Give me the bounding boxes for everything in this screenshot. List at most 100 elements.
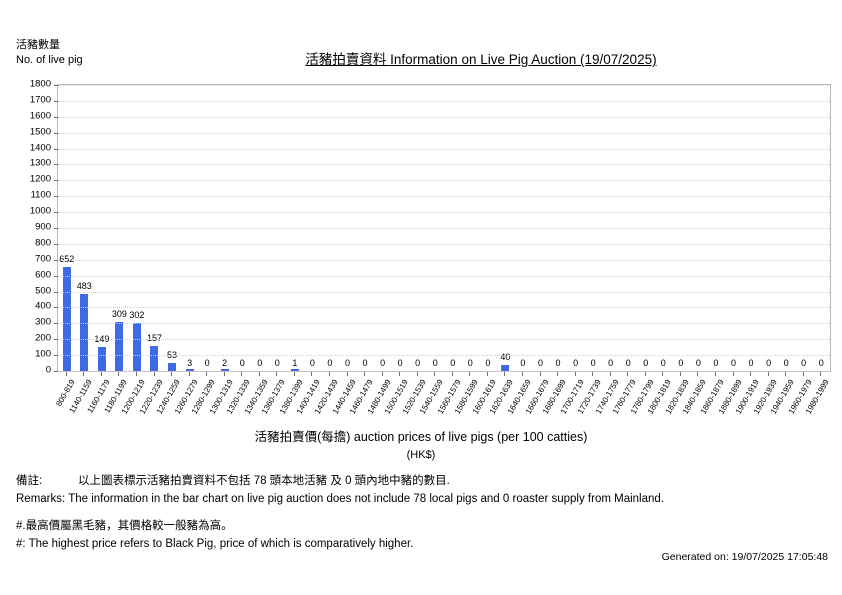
remarks-zh-text: 以上圖表標示活豬拍賣資料不包括 78 頭本地活豬 及 0 頭內地中豬的數目. <box>78 475 450 487</box>
bar-slot: 3 <box>181 85 199 371</box>
bar-slot: 0 <box>549 85 567 371</box>
bar-value-label: 0 <box>204 358 210 368</box>
y-axis-tick-mark <box>54 228 58 229</box>
y-axis-tick-label: 1500 <box>29 126 51 138</box>
bar[interactable] <box>115 321 124 371</box>
bar-value-label: 0 <box>380 358 386 368</box>
bar[interactable] <box>220 369 229 371</box>
x-axis-tick-mark <box>504 372 506 376</box>
x-axis-tick-mark <box>557 372 559 376</box>
bar-slot: 0 <box>812 85 830 371</box>
x-axis-tick-mark <box>627 372 629 376</box>
bar-value-label: 0 <box>274 358 280 368</box>
y-axis-tick-label: 1400 <box>29 142 51 154</box>
bar-value-label: 0 <box>660 358 666 368</box>
y-axis-tick-label: 1200 <box>29 173 51 185</box>
x-axis-tick-mark <box>521 372 523 376</box>
bar-value-label: 0 <box>573 358 579 368</box>
bar-slot: 0 <box>637 85 655 371</box>
y-axis-tick-label: 700 <box>35 253 51 265</box>
y-axis-tick-label: 1700 <box>29 94 51 106</box>
bar-slot: 0 <box>233 85 251 371</box>
bar[interactable] <box>97 347 106 371</box>
bar-value-label: 0 <box>257 358 263 368</box>
x-axis-tick-mark <box>451 372 453 376</box>
bar-value-label: 40 <box>500 351 511 362</box>
x-axis-tick-mark <box>750 372 752 376</box>
bar[interactable] <box>150 346 159 371</box>
y-axis-tick-mark <box>54 371 58 372</box>
gridline <box>58 275 830 277</box>
bar[interactable] <box>501 364 510 371</box>
bar-slot: 2 <box>216 85 234 371</box>
chart-title: 活豬拍賣資料 Information on Live Pig Auction (… <box>0 48 842 68</box>
x-axis-tick-mark <box>592 372 594 376</box>
bar[interactable] <box>168 362 177 371</box>
bar-value-label: 0 <box>818 358 824 368</box>
x-axis-tick-mark <box>346 372 348 376</box>
x-axis-tick-mark <box>381 372 383 376</box>
y-axis-tick-mark <box>54 307 58 309</box>
y-axis-tick-label: 900 <box>35 221 51 233</box>
bar-slot: 0 <box>374 85 392 371</box>
bar-value-label: 0 <box>309 358 315 368</box>
x-axis-tick-mark <box>100 372 102 376</box>
x-axis-tick-mark <box>171 372 173 376</box>
bar-value-label: 0 <box>678 358 684 368</box>
gridline <box>58 85 830 86</box>
y-axis-tick-mark <box>54 339 58 341</box>
y-axis-tick-label: 500 <box>35 285 51 297</box>
bar-slot: 0 <box>584 85 602 371</box>
remarks-zh-line: 備註: 以上圖表標示活豬拍賣資料不包括 78 頭本地活豬 及 0 頭內地中豬的數目… <box>16 472 826 490</box>
bar[interactable] <box>132 323 141 371</box>
bar-value-label: 0 <box>327 358 333 368</box>
note-hash-zh: #.最高價屬黑毛豬，其價格較一般豬為高。 <box>16 520 233 532</box>
bar[interactable] <box>62 267 71 371</box>
y-axis-tick-mark <box>54 291 58 293</box>
bar-slot: 0 <box>777 85 795 371</box>
gridline <box>58 307 830 309</box>
bar-slot: 0 <box>690 85 708 371</box>
x-axis-tick-mark <box>364 372 366 376</box>
y-axis-tick-label: 1600 <box>29 110 51 122</box>
x-axis-tick-mark <box>65 372 67 376</box>
bar-slot: 0 <box>602 85 620 371</box>
bar-value-label: 0 <box>783 358 789 368</box>
y-axis-tick-label: 1800 <box>29 78 51 90</box>
bar[interactable] <box>290 369 299 371</box>
gridline <box>58 212 830 214</box>
x-axis-tick-mark <box>732 372 734 376</box>
bar[interactable] <box>185 369 194 371</box>
x-axis-tick-mark <box>328 372 330 376</box>
y-axis-tick-mark <box>54 148 58 150</box>
y-axis-tick-label: 300 <box>35 316 51 328</box>
y-axis-tick-mark <box>54 243 58 245</box>
bar-value-label: 0 <box>608 358 614 368</box>
y-axis-tick-mark <box>54 196 58 198</box>
bar-value-label: 0 <box>415 358 421 368</box>
y-axis-tick-mark <box>54 180 58 182</box>
y-axis-tick-label: 1300 <box>29 157 51 169</box>
bar-value-label: 0 <box>362 358 368 368</box>
footer-notes: 備註: 以上圖表標示活豬拍賣資料不包括 78 頭本地活豬 及 0 頭內地中豬的數目… <box>16 472 826 553</box>
bar-slot: 40 <box>497 85 515 371</box>
bar-slot: 53 <box>163 85 181 371</box>
x-axis-tick-mark <box>802 372 804 376</box>
bar-value-label: 0 <box>467 358 473 368</box>
x-axis-tick-mark <box>153 372 155 376</box>
x-axis-title: 活豬拍賣價(每擔) auction prices of live pigs (p… <box>254 430 588 444</box>
y-axis-tick-label: 0 <box>45 364 51 376</box>
bar[interactable] <box>80 294 89 371</box>
x-axis-tick-mark <box>662 372 664 376</box>
gridline <box>58 355 830 357</box>
x-axis-tick-mark <box>223 372 225 376</box>
y-axis-tick-mark <box>54 323 58 325</box>
x-axis-tick-mark <box>241 372 243 376</box>
x-axis-tick-mark <box>644 372 646 376</box>
y-axis-tick-mark <box>54 100 58 102</box>
bar-slot: 483 <box>76 85 94 371</box>
x-axis-tick-mark <box>135 372 137 376</box>
bar-slot: 0 <box>672 85 690 371</box>
bar-slot: 0 <box>795 85 813 371</box>
bar-slot: 0 <box>269 85 287 371</box>
